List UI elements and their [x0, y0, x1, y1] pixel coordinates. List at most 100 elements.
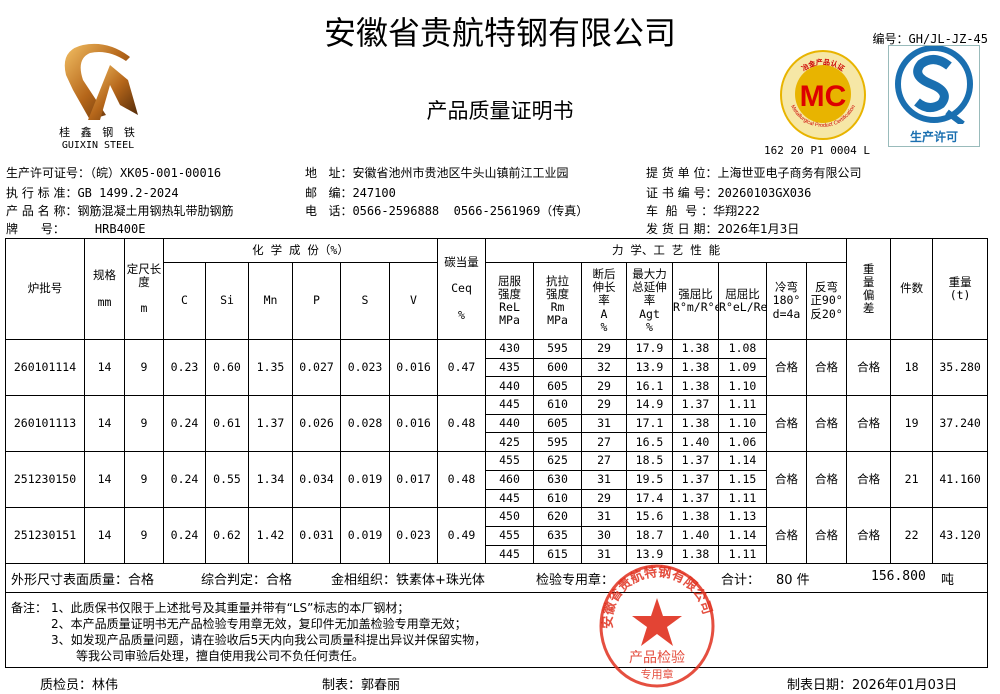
rebend-cell: 合格 — [806, 451, 848, 509]
ceq-cell: 0.48 — [437, 395, 487, 453]
a-cell: 31 — [581, 469, 628, 490]
header-a: 断后伸长率 A% — [581, 262, 628, 340]
header-ceq: 碳当量 Ceq% — [437, 238, 487, 340]
mc-badge-icon: 冶金产品认证 Metallurgical Product Certificati… — [780, 50, 866, 140]
license-line: 生产许可证号：（皖）XK05-001-00016 — [6, 166, 222, 180]
a-cell: 29 — [581, 395, 628, 415]
surface-quality: 外形尺寸表面质量：合格 — [11, 573, 155, 588]
rm-cell: 630 — [533, 469, 583, 490]
yield-ratio-cell: 1.14 — [718, 451, 768, 471]
c-cell: 0.24 — [163, 395, 206, 453]
spec-cell: 14 — [84, 395, 125, 453]
rm-cell: 620 — [533, 507, 583, 527]
strength-ratio-cell: 1.38 — [672, 544, 720, 565]
note-item: 1、此质保书仅限于上述批号及其重量并带有“LS”标志的本厂钢材； — [51, 601, 410, 615]
strength-ratio-cell: 1.38 — [672, 339, 720, 359]
v-cell: 0.017 — [388, 451, 439, 509]
header-pieces: 件数 — [890, 238, 934, 340]
metallographic-structure: 金相组织：铁素体+珠光体 — [331, 573, 485, 588]
cold-bend-cell: 合格 — [766, 507, 808, 565]
rebend-cell: 合格 — [806, 507, 848, 565]
strength-ratio-cell: 1.38 — [672, 507, 720, 527]
pieces-cell: 19 — [890, 395, 934, 453]
cold-bend-cell: 合格 — [766, 451, 808, 509]
a-cell: 31 — [581, 544, 628, 565]
product-name-line: 产 品 名 称：钢筋混凝土用钢热轧带肋钢筋 — [6, 204, 234, 218]
yield-ratio-cell: 1.11 — [718, 488, 768, 509]
spec-cell: 14 — [84, 338, 125, 397]
header-c: C — [163, 262, 206, 340]
rel-cell: 435 — [485, 357, 535, 378]
rm-cell: 615 — [533, 544, 583, 565]
pieces-cell: 18 — [890, 338, 934, 397]
star-icon — [632, 598, 682, 646]
mn-cell: 1.35 — [248, 338, 293, 397]
header-si: Si — [205, 262, 249, 340]
p-cell: 0.031 — [292, 507, 341, 565]
a-cell: 29 — [581, 376, 628, 397]
weight-unit: 吨 — [941, 573, 955, 588]
spec-cell: 14 — [84, 507, 125, 565]
total-pieces: 80 件 — [776, 573, 810, 588]
v-cell: 0.016 — [388, 338, 439, 397]
note-item: 2、本产品质量证明书无产品检验专用章无效，复印件无加盖检验专用章无效； — [51, 617, 467, 631]
mn-cell: 1.42 — [248, 507, 293, 565]
rm-cell: 610 — [533, 395, 583, 415]
agt-cell: 13.9 — [626, 357, 674, 378]
strength-ratio-cell: 1.37 — [672, 395, 720, 415]
s-cell: 0.028 — [340, 395, 390, 453]
yield-ratio-cell: 1.11 — [718, 395, 768, 415]
yield-ratio-cell: 1.13 — [718, 507, 768, 527]
yield-ratio-cell: 1.08 — [718, 339, 768, 359]
p-cell: 0.026 — [292, 395, 341, 453]
rel-cell: 445 — [485, 544, 535, 565]
rm-cell: 605 — [533, 413, 583, 434]
agt-cell: 16.5 — [626, 432, 674, 453]
header-rel: 屈服强度 ReL MPa — [485, 262, 535, 340]
rel-cell: 440 — [485, 376, 535, 397]
table-row: 251230151 14 9 0.24 0.62 1.42 0.031 0.019 0.023 0… — [5, 507, 989, 565]
agt-cell: 18.5 — [626, 451, 674, 471]
header-batch: 炉批号 — [5, 238, 85, 340]
stamp-line2: 专用章 — [641, 667, 674, 681]
weight-deviation-cell: 合格 — [846, 507, 892, 565]
mc-code: 162 20 P1 0004 L — [764, 144, 870, 157]
table-row: 260101113 14 9 0.24 0.61 1.37 0.026 0.028 0.016 0… — [5, 395, 989, 453]
weight-cell: 41.160 — [932, 451, 989, 509]
agt-cell: 17.4 — [626, 488, 674, 509]
ceq-cell: 0.49 — [437, 507, 487, 565]
agt-cell: 19.5 — [626, 469, 674, 490]
a-cell: 31 — [581, 507, 628, 527]
table-row: 455 635 30 18.7 1.40 1.14 — [6, 525, 988, 546]
rel-cell: 460 — [485, 469, 535, 490]
si-cell: 0.55 — [205, 451, 249, 509]
weight-deviation-cell: 合格 — [846, 395, 892, 453]
preparer: 制表：郭春丽 — [322, 678, 401, 693]
table-row: 440 605 31 17.1 1.38 1.10 — [6, 413, 988, 434]
length-cell: 9 — [124, 507, 164, 565]
postcode-line: 邮 编：247100 — [305, 186, 396, 200]
rel-cell: 455 — [485, 525, 535, 546]
header-rebend: 反弯 正90° 反20° — [806, 262, 848, 340]
rm-cell: 595 — [533, 432, 583, 453]
header-cold-bend: 冷弯 180° d=4a — [766, 262, 808, 340]
yield-ratio-cell: 1.14 — [718, 525, 768, 546]
cold-bend-cell: 合格 — [766, 338, 808, 397]
mn-cell: 1.37 — [248, 395, 293, 453]
yield-ratio-cell: 1.06 — [718, 432, 768, 453]
notes-label: 备注： — [11, 601, 48, 615]
rel-cell: 440 — [485, 413, 535, 434]
weight-cell: 43.120 — [932, 507, 989, 565]
header-chemical-group: 化 学 成 份（%） — [162, 238, 439, 263]
weight-deviation-cell: 合格 — [846, 338, 892, 397]
pieces-cell: 22 — [890, 507, 934, 565]
table-row: 251230150 14 9 0.24 0.55 1.34 0.034 0.019 0.017 0… — [5, 451, 989, 509]
rm-cell: 625 — [533, 451, 583, 471]
header-agt: 最大力总延伸率 Agt% — [626, 262, 674, 340]
quality-table: 炉批号 规格 mm 定尺长度 m 化 学 成 份（%） 碳当量 Ceq% 力 学、工 … — [5, 238, 989, 565]
strength-ratio-cell: 1.40 — [672, 525, 720, 546]
rel-cell: 445 — [485, 395, 535, 415]
mc-text: MC — [800, 80, 847, 113]
header-mechanical-group: 力 学、工 艺 性 能 — [485, 238, 848, 263]
